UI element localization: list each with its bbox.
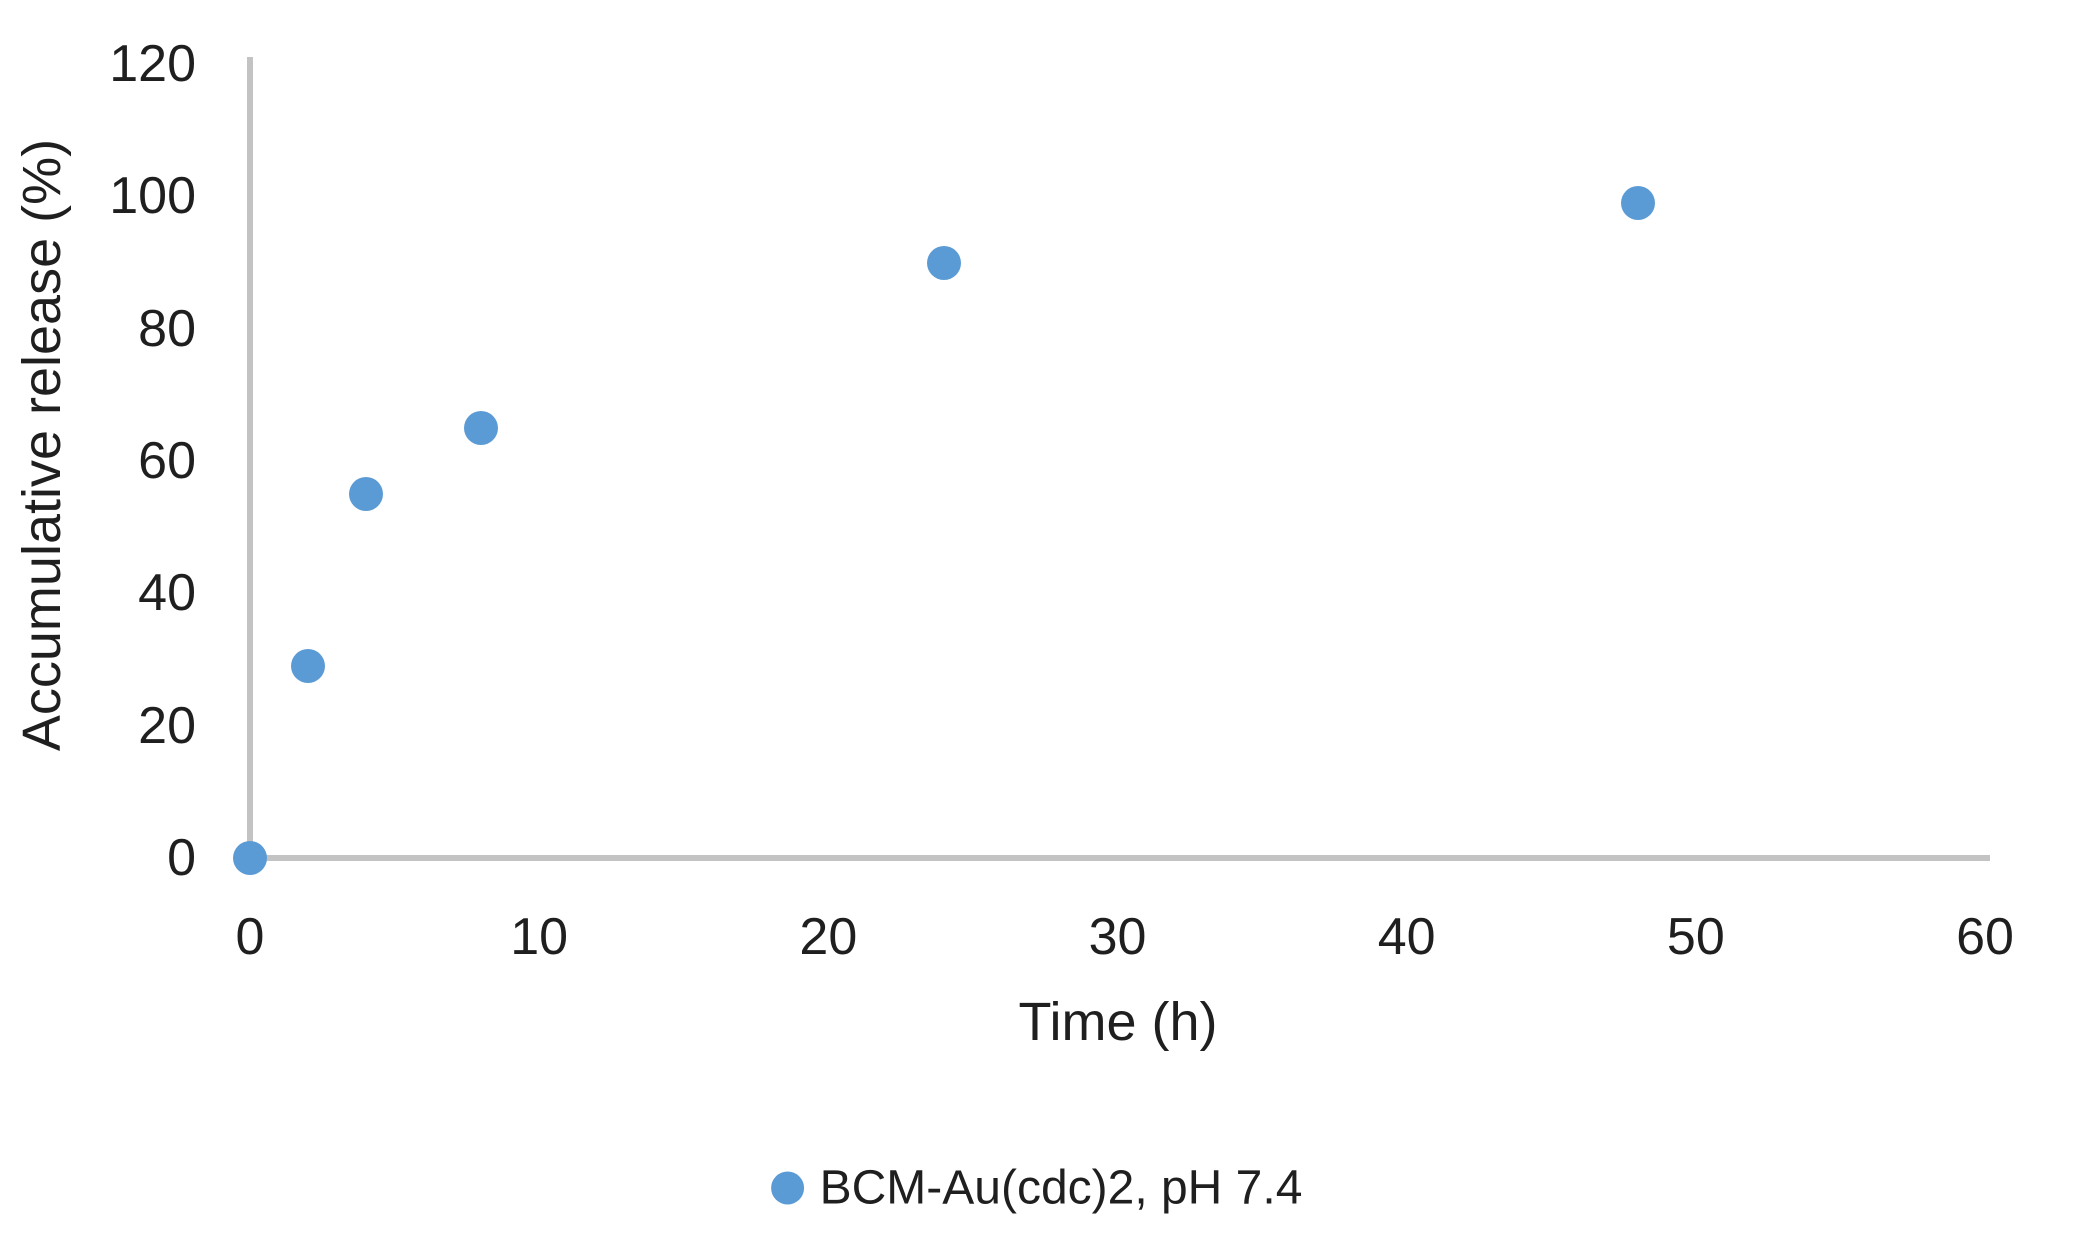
x-tick-label: 20 <box>799 908 858 966</box>
x-tick-label: 60 <box>1956 908 2014 966</box>
legend: BCM-Au(cdc)2, pH 7.4 <box>770 1161 1303 1216</box>
x-axis-line <box>247 855 1990 861</box>
y-tick-label: 40 <box>138 564 196 623</box>
x-tick-label: 0 <box>235 908 265 966</box>
y-tick-label: 80 <box>138 299 196 358</box>
y-tick-label: 60 <box>138 432 196 490</box>
legend-marker-icon <box>770 1171 804 1205</box>
y-tick-label: 120 <box>109 35 196 93</box>
data-point-marker <box>464 410 499 445</box>
y-tick-label: 100 <box>109 167 196 226</box>
x-tick-label: 30 <box>1088 908 1147 966</box>
legend-series-label: BCM-Au(cdc)2, pH 7.4 <box>819 1161 1303 1215</box>
x-axis-title: Time (h) <box>1018 992 1218 1052</box>
y-tick-label: 20 <box>138 696 196 755</box>
data-point-marker <box>290 649 325 684</box>
x-tick-label: 40 <box>1377 908 1436 966</box>
x-tick-label: 50 <box>1666 908 1725 966</box>
data-point-marker <box>348 477 383 512</box>
x-tick-label: 10 <box>510 908 569 966</box>
data-point-marker <box>233 841 267 875</box>
y-axis-line <box>247 57 253 861</box>
y-tick-label: 0 <box>167 829 196 887</box>
data-point-marker <box>927 245 961 280</box>
data-point-marker <box>1621 185 1655 220</box>
